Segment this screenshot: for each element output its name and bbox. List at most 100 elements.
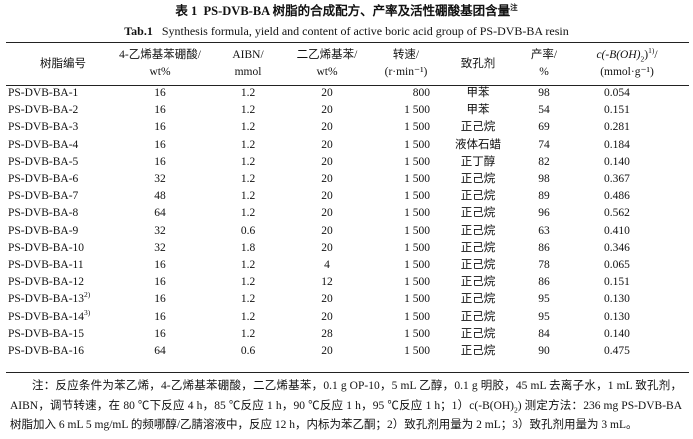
- cell: 20: [285, 138, 369, 152]
- cell: 0.410: [604, 224, 693, 238]
- cell: 16: [110, 103, 210, 117]
- cell-text: 1 500: [404, 207, 430, 220]
- cell-text: PS-DVB-BA-16: [8, 345, 85, 357]
- cell: 64: [110, 206, 210, 220]
- bottom-rule: [6, 372, 689, 373]
- cell-text: 16: [154, 310, 166, 323]
- cell: 1.2: [205, 86, 291, 100]
- cell-text: 1 500: [404, 121, 430, 134]
- cell-text: 16: [154, 104, 166, 117]
- cell: 0.130: [604, 292, 693, 306]
- cell-text: 98: [538, 173, 550, 185]
- cell-text: 1.2: [240, 155, 256, 168]
- cell-text: 98: [538, 87, 550, 99]
- cell-text: 78: [538, 259, 550, 271]
- cell-text: 54: [538, 104, 550, 117]
- cell: 20: [285, 206, 369, 220]
- cell: 甲苯: [440, 103, 516, 117]
- cell-text: 液体石蜡: [455, 138, 501, 151]
- cell-text: 0.486: [604, 190, 630, 203]
- header-cell: 产率/: [530, 49, 558, 61]
- cell-text: 16: [154, 259, 166, 271]
- cell: 16: [110, 155, 210, 169]
- cell-text: 48: [154, 190, 166, 203]
- cell-text: 1 500: [404, 345, 430, 357]
- cell-text: 16: [154, 293, 166, 306]
- cell: 1.2: [205, 327, 291, 341]
- cell: 1.2: [205, 120, 291, 134]
- cell-note: 3): [84, 307, 91, 317]
- cell: 78: [515, 258, 573, 272]
- cell: 20: [285, 344, 369, 358]
- cell-text: PS-DVB-BA-10: [8, 241, 85, 254]
- cell-text: PS-DVB-BA-6: [8, 173, 79, 185]
- cell: 1.2: [205, 103, 291, 117]
- cell-text: 20: [321, 121, 333, 134]
- cell-text: 正己烷: [460, 173, 496, 185]
- cell: 90: [515, 344, 573, 358]
- cell: PS-DVB-BA-8: [8, 206, 118, 220]
- cell-text: 28: [321, 327, 333, 340]
- cell: 800: [368, 86, 430, 100]
- cell: PS-DVB-BA-16: [8, 344, 118, 358]
- cell: PS-DVB-BA-132): [8, 291, 118, 306]
- cell: 1 500: [368, 103, 430, 117]
- cell: 64: [110, 344, 210, 358]
- cell-text: PS-DVB-BA-2: [8, 104, 79, 117]
- cell-text: PS-DVB-BA-7: [8, 190, 79, 203]
- cell-text: 800: [412, 87, 430, 99]
- cell-text: 86: [538, 241, 550, 254]
- cell: 正己烷: [440, 172, 516, 186]
- cell-text: 0.065: [604, 259, 630, 271]
- cell: PS-DVB-BA-15: [8, 327, 118, 341]
- cell-text: 20: [321, 155, 333, 168]
- cell-text: PS-DVB-BA-13: [8, 293, 85, 306]
- header-cell: 致孔剂: [460, 58, 496, 70]
- header-cell: 4-乙烯基苯硼酸/: [119, 49, 201, 61]
- cell-text: 1 500: [404, 293, 430, 306]
- cell-text: 95: [538, 293, 550, 306]
- cell-text: 1.2: [240, 87, 256, 99]
- cell-text: 32: [154, 173, 166, 185]
- cell-text: PS-DVB-BA-5: [8, 155, 79, 168]
- cell: 1 500: [368, 327, 430, 341]
- header-part: c(-B(OH): [596, 49, 641, 61]
- cell-text: 0.281: [604, 121, 630, 134]
- cell: 0.475: [604, 344, 693, 358]
- cell: 86: [515, 275, 573, 289]
- cell-text: 20: [321, 293, 333, 306]
- cell: 20: [285, 155, 369, 169]
- cell: 1 500: [368, 138, 430, 152]
- cell-text: PS-DVB-BA-4: [8, 138, 79, 151]
- cell: 正己烷: [440, 224, 516, 238]
- cell: 69: [515, 120, 573, 134]
- cell: 甲苯: [440, 86, 516, 100]
- cell: 20: [285, 241, 369, 255]
- cell: 32: [110, 241, 210, 255]
- cell: PS-DVB-BA-11: [8, 258, 118, 272]
- cell: 28: [285, 327, 369, 341]
- cell-text: 0.346: [604, 241, 630, 254]
- cell-text: 0.367: [604, 173, 630, 185]
- cell-text: 1.2: [240, 121, 256, 134]
- cell-text: 12: [321, 276, 333, 289]
- cell: 20: [285, 310, 369, 324]
- cell-text: 16: [154, 121, 166, 134]
- cell: 0.151: [604, 103, 693, 117]
- cell: 1.2: [205, 138, 291, 152]
- cell: 0.281: [604, 120, 693, 134]
- cell-text: 正丁醇: [460, 155, 496, 168]
- cell: PS-DVB-BA-5: [8, 155, 118, 169]
- header-cell: 转速/: [392, 49, 420, 61]
- cell-text: 正己烷: [460, 190, 496, 203]
- cell-text: 1.2: [240, 327, 256, 340]
- cell-text: 82: [538, 155, 550, 168]
- cell: 1 500: [368, 120, 430, 134]
- cell-text: 86: [538, 276, 550, 289]
- cell: 正己烷: [440, 206, 516, 220]
- cell: PS-DVB-BA-2: [8, 103, 118, 117]
- cell: 20: [285, 292, 369, 306]
- header-cell: AIBN/: [232, 49, 264, 61]
- top-rule: [6, 42, 689, 43]
- cell: 1 500: [368, 189, 430, 203]
